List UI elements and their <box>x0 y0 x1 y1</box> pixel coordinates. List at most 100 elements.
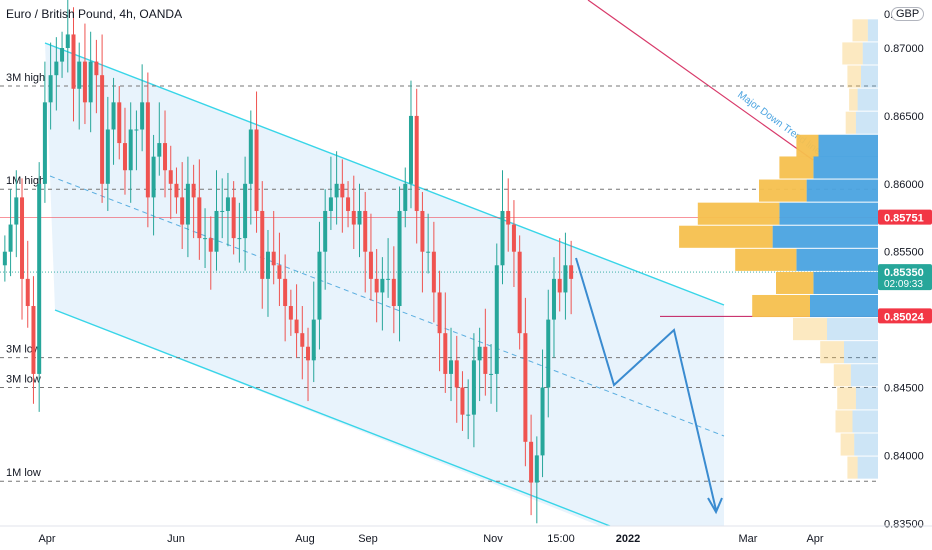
candle-body <box>386 278 391 280</box>
volume-bar-up <box>820 341 844 364</box>
candle-body <box>265 251 270 279</box>
candle-body <box>197 197 202 239</box>
currency-badge[interactable]: GBP <box>891 7 925 21</box>
y-tick-label: 0.86500 <box>884 111 924 123</box>
volume-bar-down <box>796 248 878 271</box>
volume-bar-down <box>862 42 878 65</box>
candle-body <box>208 238 213 252</box>
candle-body <box>454 360 459 388</box>
candle-body <box>517 251 522 334</box>
candle-body <box>431 251 436 293</box>
price-tag-value: 0.85751 <box>884 213 924 225</box>
candle-body <box>460 387 465 415</box>
candle-body <box>60 48 65 62</box>
candle-body <box>403 183 408 211</box>
volume-bar-down <box>827 318 878 341</box>
candle-body <box>100 75 105 184</box>
candle-body <box>185 183 190 225</box>
x-tick-label: 15:00 <box>547 533 575 545</box>
candle-body <box>546 319 551 388</box>
candle-body <box>243 183 248 239</box>
candle-body <box>551 278 556 320</box>
x-tick-label: Nov <box>483 533 503 545</box>
volume-bar-up <box>833 364 851 387</box>
candle-body <box>174 183 179 198</box>
candle-body <box>88 61 93 103</box>
forecast-arrowhead-icon <box>707 497 723 515</box>
candle-body <box>368 251 373 279</box>
candle-body <box>82 61 87 103</box>
volume-bar-down <box>861 65 878 88</box>
volume-bar-down <box>806 179 878 202</box>
candle-body <box>443 333 448 374</box>
level-label: 1M low <box>6 467 41 479</box>
candle-body <box>128 129 133 171</box>
volume-bar-down <box>855 111 878 134</box>
candle-body <box>31 306 36 374</box>
major-down-trend-line[interactable] <box>587 0 814 161</box>
volume-bar-up <box>735 248 797 271</box>
candle-body <box>180 197 185 225</box>
candle-body <box>323 210 328 252</box>
volume-bar-down <box>855 387 878 410</box>
channel-mid-line[interactable] <box>49 175 725 437</box>
volume-bar-down <box>813 156 878 179</box>
volume-bar-down <box>857 88 878 111</box>
volume-bar-up <box>845 111 856 134</box>
candlestick-series <box>2 0 574 524</box>
volume-bar-down <box>818 134 878 157</box>
candle-body <box>111 102 116 130</box>
candle-body <box>157 143 162 157</box>
candle-body <box>426 251 431 253</box>
candle-body <box>237 238 242 240</box>
volume-bar-up <box>847 65 861 88</box>
channel-lower-line[interactable] <box>54 309 611 527</box>
candle-body <box>306 346 311 361</box>
volume-bar-up <box>793 318 827 341</box>
candle-body <box>77 61 82 89</box>
candle-body <box>163 143 168 171</box>
x-tick-label: 2022 <box>616 533 640 545</box>
candle-body <box>37 183 42 374</box>
volume-bar-down <box>810 294 878 318</box>
candle-body <box>483 346 488 374</box>
candle-body <box>94 61 99 76</box>
volume-bar-up <box>779 156 814 179</box>
volume-profile <box>679 19 878 479</box>
price-tag <box>878 308 932 324</box>
candle-body <box>48 75 53 103</box>
y-tick-label: 0.86000 <box>884 179 924 191</box>
channel-fill <box>45 43 724 526</box>
y-tick-label: 0.87000 <box>884 43 924 55</box>
candle-body <box>563 265 568 293</box>
candle-body <box>54 61 59 76</box>
volume-bar-up <box>852 19 868 42</box>
candle-body <box>408 115 413 184</box>
candle-body <box>105 129 110 184</box>
candle-body <box>134 129 139 131</box>
candle-body <box>14 197 19 225</box>
candle-body <box>540 387 545 456</box>
candle-body <box>340 183 345 198</box>
volume-bar-up <box>697 202 780 225</box>
candle-body <box>203 238 208 240</box>
candle-body <box>288 306 293 320</box>
candle-body <box>466 414 471 416</box>
price-tag-countdown: 02:09:33 <box>884 279 923 290</box>
x-axis: Apr Jun Aug Sep Nov 15:00 2022 Mar Apr <box>0 525 932 545</box>
candle-body <box>397 210 402 307</box>
x-tick-label: Mar <box>739 533 758 545</box>
volume-bar-up <box>837 387 856 410</box>
level-label: 1M high <box>6 175 45 187</box>
candle-body <box>357 210 362 225</box>
volume-bar-down <box>844 341 878 364</box>
candle-body <box>145 102 150 198</box>
level-label: 3M high <box>6 72 45 84</box>
volume-bar-up <box>840 433 855 456</box>
forecast-path[interactable] <box>575 257 717 511</box>
channel-upper-line[interactable] <box>44 42 725 306</box>
volume-bar-down <box>772 225 878 248</box>
candle-body <box>374 278 379 293</box>
